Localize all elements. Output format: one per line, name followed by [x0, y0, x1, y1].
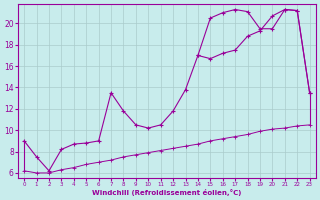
X-axis label: Windchill (Refroidissement éolien,°C): Windchill (Refroidissement éolien,°C)	[92, 189, 242, 196]
